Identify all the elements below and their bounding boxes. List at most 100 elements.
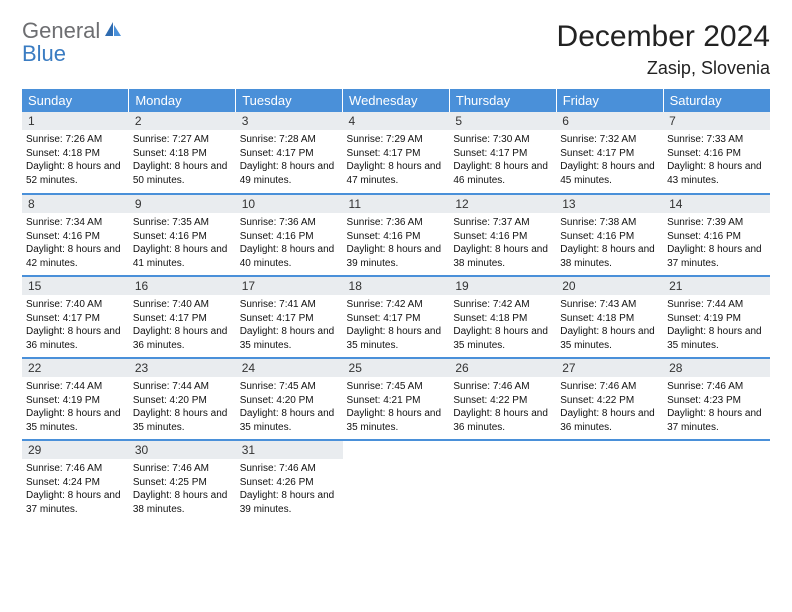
day-info: Sunrise: 7:34 AM Sunset: 4:16 PM Dayligh… bbox=[26, 216, 125, 270]
calendar-row: 1 Sunrise: 7:26 AM Sunset: 4:18 PM Dayli… bbox=[22, 112, 770, 194]
day-number: 13 bbox=[556, 195, 663, 213]
day-info: Sunrise: 7:42 AM Sunset: 4:17 PM Dayligh… bbox=[347, 298, 446, 352]
day-info: Sunrise: 7:46 AM Sunset: 4:25 PM Dayligh… bbox=[133, 462, 232, 516]
day-info: Sunrise: 7:46 AM Sunset: 4:22 PM Dayligh… bbox=[560, 380, 659, 434]
day-info: Sunrise: 7:33 AM Sunset: 4:16 PM Dayligh… bbox=[667, 133, 766, 187]
empty-cell bbox=[449, 440, 556, 522]
day-number: 10 bbox=[236, 195, 343, 213]
day-cell: 29 Sunrise: 7:46 AM Sunset: 4:24 PM Dayl… bbox=[22, 440, 129, 522]
logo-general: General bbox=[22, 18, 100, 43]
month-title: December 2024 bbox=[557, 20, 770, 54]
day-number: 24 bbox=[236, 359, 343, 377]
day-number: 11 bbox=[343, 195, 450, 213]
day-info: Sunrise: 7:32 AM Sunset: 4:17 PM Dayligh… bbox=[560, 133, 659, 187]
weekday-header: Sunday bbox=[22, 89, 129, 112]
day-number: 28 bbox=[663, 359, 770, 377]
day-cell: 21 Sunrise: 7:44 AM Sunset: 4:19 PM Dayl… bbox=[663, 276, 770, 358]
header: General Blue December 2024 Zasip, Sloven… bbox=[22, 20, 770, 79]
day-info: Sunrise: 7:39 AM Sunset: 4:16 PM Dayligh… bbox=[667, 216, 766, 270]
day-cell: 13 Sunrise: 7:38 AM Sunset: 4:16 PM Dayl… bbox=[556, 194, 663, 276]
day-info: Sunrise: 7:44 AM Sunset: 4:19 PM Dayligh… bbox=[26, 380, 125, 434]
day-number: 25 bbox=[343, 359, 450, 377]
weekday-header-row: Sunday Monday Tuesday Wednesday Thursday… bbox=[22, 89, 770, 112]
day-number: 12 bbox=[449, 195, 556, 213]
day-cell: 15 Sunrise: 7:40 AM Sunset: 4:17 PM Dayl… bbox=[22, 276, 129, 358]
day-number: 22 bbox=[22, 359, 129, 377]
day-number: 17 bbox=[236, 277, 343, 295]
day-cell: 25 Sunrise: 7:45 AM Sunset: 4:21 PM Dayl… bbox=[343, 358, 450, 440]
day-info: Sunrise: 7:36 AM Sunset: 4:16 PM Dayligh… bbox=[347, 216, 446, 270]
day-number: 21 bbox=[663, 277, 770, 295]
calendar-table: Sunday Monday Tuesday Wednesday Thursday… bbox=[22, 89, 770, 522]
day-info: Sunrise: 7:40 AM Sunset: 4:17 PM Dayligh… bbox=[133, 298, 232, 352]
calendar-row: 29 Sunrise: 7:46 AM Sunset: 4:24 PM Dayl… bbox=[22, 440, 770, 522]
day-info: Sunrise: 7:40 AM Sunset: 4:17 PM Dayligh… bbox=[26, 298, 125, 352]
day-info: Sunrise: 7:26 AM Sunset: 4:18 PM Dayligh… bbox=[26, 133, 125, 187]
weekday-header: Thursday bbox=[449, 89, 556, 112]
day-number: 19 bbox=[449, 277, 556, 295]
calendar-row: 22 Sunrise: 7:44 AM Sunset: 4:19 PM Dayl… bbox=[22, 358, 770, 440]
day-number: 1 bbox=[22, 112, 129, 130]
day-number: 2 bbox=[129, 112, 236, 130]
day-info: Sunrise: 7:46 AM Sunset: 4:22 PM Dayligh… bbox=[453, 380, 552, 434]
day-cell: 16 Sunrise: 7:40 AM Sunset: 4:17 PM Dayl… bbox=[129, 276, 236, 358]
day-cell: 11 Sunrise: 7:36 AM Sunset: 4:16 PM Dayl… bbox=[343, 194, 450, 276]
day-info: Sunrise: 7:27 AM Sunset: 4:18 PM Dayligh… bbox=[133, 133, 232, 187]
day-number: 9 bbox=[129, 195, 236, 213]
day-cell: 22 Sunrise: 7:44 AM Sunset: 4:19 PM Dayl… bbox=[22, 358, 129, 440]
day-info: Sunrise: 7:44 AM Sunset: 4:20 PM Dayligh… bbox=[133, 380, 232, 434]
day-info: Sunrise: 7:30 AM Sunset: 4:17 PM Dayligh… bbox=[453, 133, 552, 187]
day-cell: 20 Sunrise: 7:43 AM Sunset: 4:18 PM Dayl… bbox=[556, 276, 663, 358]
title-group: December 2024 Zasip, Slovenia bbox=[557, 20, 770, 79]
day-cell: 9 Sunrise: 7:35 AM Sunset: 4:16 PM Dayli… bbox=[129, 194, 236, 276]
day-cell: 14 Sunrise: 7:39 AM Sunset: 4:16 PM Dayl… bbox=[663, 194, 770, 276]
weekday-header: Wednesday bbox=[343, 89, 450, 112]
day-info: Sunrise: 7:46 AM Sunset: 4:23 PM Dayligh… bbox=[667, 380, 766, 434]
day-cell: 18 Sunrise: 7:42 AM Sunset: 4:17 PM Dayl… bbox=[343, 276, 450, 358]
day-number: 6 bbox=[556, 112, 663, 130]
weekday-header: Saturday bbox=[663, 89, 770, 112]
day-cell: 7 Sunrise: 7:33 AM Sunset: 4:16 PM Dayli… bbox=[663, 112, 770, 194]
day-cell: 30 Sunrise: 7:46 AM Sunset: 4:25 PM Dayl… bbox=[129, 440, 236, 522]
day-cell: 3 Sunrise: 7:28 AM Sunset: 4:17 PM Dayli… bbox=[236, 112, 343, 194]
day-cell: 8 Sunrise: 7:34 AM Sunset: 4:16 PM Dayli… bbox=[22, 194, 129, 276]
day-info: Sunrise: 7:36 AM Sunset: 4:16 PM Dayligh… bbox=[240, 216, 339, 270]
day-number: 15 bbox=[22, 277, 129, 295]
day-cell: 1 Sunrise: 7:26 AM Sunset: 4:18 PM Dayli… bbox=[22, 112, 129, 194]
day-cell: 24 Sunrise: 7:45 AM Sunset: 4:20 PM Dayl… bbox=[236, 358, 343, 440]
day-number: 30 bbox=[129, 441, 236, 459]
day-number: 20 bbox=[556, 277, 663, 295]
day-number: 29 bbox=[22, 441, 129, 459]
weekday-header: Monday bbox=[129, 89, 236, 112]
day-number: 7 bbox=[663, 112, 770, 130]
day-info: Sunrise: 7:43 AM Sunset: 4:18 PM Dayligh… bbox=[560, 298, 659, 352]
calendar-row: 8 Sunrise: 7:34 AM Sunset: 4:16 PM Dayli… bbox=[22, 194, 770, 276]
calendar-row: 15 Sunrise: 7:40 AM Sunset: 4:17 PM Dayl… bbox=[22, 276, 770, 358]
day-number: 5 bbox=[449, 112, 556, 130]
logo-blue: Blue bbox=[22, 41, 66, 66]
day-number: 3 bbox=[236, 112, 343, 130]
day-cell: 12 Sunrise: 7:37 AM Sunset: 4:16 PM Dayl… bbox=[449, 194, 556, 276]
location: Zasip, Slovenia bbox=[557, 58, 770, 79]
weekday-header: Tuesday bbox=[236, 89, 343, 112]
weekday-header: Friday bbox=[556, 89, 663, 112]
day-info: Sunrise: 7:41 AM Sunset: 4:17 PM Dayligh… bbox=[240, 298, 339, 352]
day-cell: 31 Sunrise: 7:46 AM Sunset: 4:26 PM Dayl… bbox=[236, 440, 343, 522]
empty-cell bbox=[556, 440, 663, 522]
day-cell: 17 Sunrise: 7:41 AM Sunset: 4:17 PM Dayl… bbox=[236, 276, 343, 358]
day-cell: 5 Sunrise: 7:30 AM Sunset: 4:17 PM Dayli… bbox=[449, 112, 556, 194]
day-number: 18 bbox=[343, 277, 450, 295]
day-cell: 10 Sunrise: 7:36 AM Sunset: 4:16 PM Dayl… bbox=[236, 194, 343, 276]
day-cell: 19 Sunrise: 7:42 AM Sunset: 4:18 PM Dayl… bbox=[449, 276, 556, 358]
day-cell: 6 Sunrise: 7:32 AM Sunset: 4:17 PM Dayli… bbox=[556, 112, 663, 194]
day-info: Sunrise: 7:38 AM Sunset: 4:16 PM Dayligh… bbox=[560, 216, 659, 270]
empty-cell bbox=[343, 440, 450, 522]
day-number: 27 bbox=[556, 359, 663, 377]
day-cell: 27 Sunrise: 7:46 AM Sunset: 4:22 PM Dayl… bbox=[556, 358, 663, 440]
day-number: 26 bbox=[449, 359, 556, 377]
day-info: Sunrise: 7:44 AM Sunset: 4:19 PM Dayligh… bbox=[667, 298, 766, 352]
day-info: Sunrise: 7:45 AM Sunset: 4:20 PM Dayligh… bbox=[240, 380, 339, 434]
day-cell: 23 Sunrise: 7:44 AM Sunset: 4:20 PM Dayl… bbox=[129, 358, 236, 440]
day-info: Sunrise: 7:28 AM Sunset: 4:17 PM Dayligh… bbox=[240, 133, 339, 187]
day-info: Sunrise: 7:42 AM Sunset: 4:18 PM Dayligh… bbox=[453, 298, 552, 352]
